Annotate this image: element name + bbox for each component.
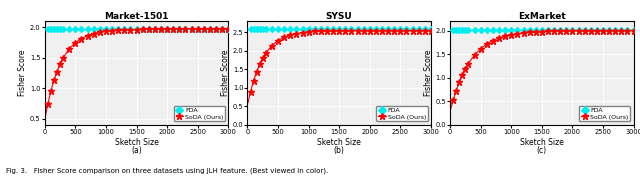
- X-axis label: Sketch Size: Sketch Size: [115, 138, 159, 146]
- Text: (a): (a): [131, 146, 142, 155]
- Legend: FDA, SoDA (Ours): FDA, SoDA (Ours): [579, 106, 630, 121]
- Legend: FDA, SoDA (Ours): FDA, SoDA (Ours): [173, 106, 225, 121]
- X-axis label: Sketch Size: Sketch Size: [520, 138, 564, 146]
- Text: (c): (c): [537, 146, 547, 155]
- Y-axis label: Fisher Score: Fisher Score: [18, 50, 28, 96]
- Title: Market-1501: Market-1501: [104, 12, 169, 21]
- Text: (b): (b): [334, 146, 344, 155]
- Title: SYSU: SYSU: [326, 12, 353, 21]
- Text: Fig. 3.   Fisher Score comparison on three datasets using JLH feature. (Best vie: Fig. 3. Fisher Score comparison on three…: [6, 168, 329, 174]
- Y-axis label: Fisher Score: Fisher Score: [221, 50, 230, 96]
- Title: ExMarket: ExMarket: [518, 12, 566, 21]
- Legend: FDA, SoDA (Ours): FDA, SoDA (Ours): [376, 106, 428, 121]
- Y-axis label: Fisher Score: Fisher Score: [424, 50, 433, 96]
- X-axis label: Sketch Size: Sketch Size: [317, 138, 361, 146]
